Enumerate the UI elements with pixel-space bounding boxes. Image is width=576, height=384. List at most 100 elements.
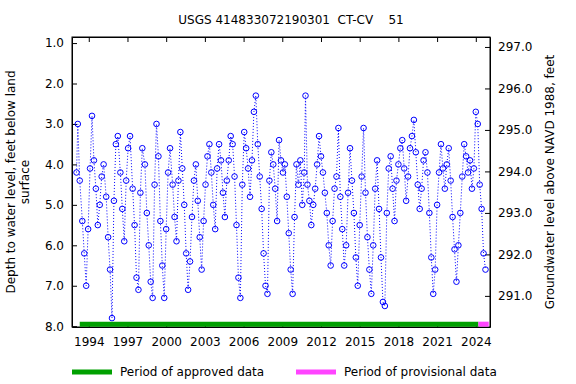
- data-point: [224, 178, 230, 184]
- data-point: [357, 222, 363, 228]
- data-point: [243, 145, 249, 151]
- tick: 297.0: [485, 40, 532, 54]
- data-point: [239, 182, 245, 188]
- legend-label: Period of provisional data: [344, 365, 497, 379]
- tick-label: 3.0: [45, 117, 64, 131]
- data-point: [382, 303, 388, 309]
- tick: [476, 37, 477, 42]
- data-point: [249, 158, 255, 164]
- tick-mark: [398, 37, 399, 42]
- axis-line: [72, 38, 73, 328]
- data-point: [312, 186, 318, 192]
- data-point: [467, 158, 473, 164]
- data-point: [222, 214, 228, 220]
- data-point: [251, 109, 257, 115]
- data-point: [115, 133, 121, 139]
- axis-line: [73, 327, 491, 328]
- data-point: [473, 109, 479, 115]
- data-point: [367, 267, 373, 273]
- data-point: [322, 190, 328, 196]
- data-point: [274, 218, 280, 224]
- tick: [437, 37, 438, 42]
- data-point: [301, 170, 307, 176]
- data-point: [461, 141, 467, 147]
- tick: 7.0: [45, 279, 77, 293]
- data-point: [394, 178, 400, 184]
- tick-mark: [485, 213, 490, 214]
- data-point: [267, 178, 273, 184]
- tick-mark: [72, 326, 77, 327]
- tick: 3.0: [45, 117, 77, 131]
- tick-mark: [72, 286, 77, 287]
- data-point: [446, 145, 452, 151]
- data-point: [193, 162, 199, 168]
- tick: 293.0: [485, 206, 532, 220]
- data-point: [93, 186, 99, 192]
- data-point: [345, 190, 351, 196]
- axis-line: [73, 37, 491, 38]
- data-point: [353, 255, 359, 261]
- data-point: [236, 275, 242, 281]
- data-point: [95, 222, 101, 228]
- data-point: [355, 283, 361, 289]
- tick-label: 2009: [268, 335, 299, 349]
- legend-item: Period of provisional data: [296, 365, 497, 379]
- data-point: [310, 202, 316, 208]
- data-point: [270, 162, 276, 168]
- data-point: [111, 198, 117, 204]
- data-point: [212, 226, 218, 232]
- tick-mark: [72, 84, 77, 85]
- data-point: [269, 149, 275, 155]
- data-point: [427, 210, 433, 216]
- data-point: [132, 222, 138, 228]
- data-point: [75, 121, 81, 127]
- tick: [205, 37, 206, 42]
- tick: [282, 37, 283, 42]
- legend-swatch: [296, 370, 336, 375]
- tick: [166, 37, 167, 42]
- data-point: [172, 214, 178, 220]
- data-point: [326, 242, 332, 248]
- data-point: [284, 194, 290, 200]
- data-point: [399, 137, 405, 143]
- data-point: [87, 166, 93, 172]
- data-point: [405, 174, 411, 180]
- data-point: [347, 145, 353, 151]
- data-point: [195, 198, 201, 204]
- data-point: [475, 121, 481, 127]
- data-point: [232, 174, 238, 180]
- tick-label: 6.0: [45, 239, 64, 253]
- data-point: [330, 218, 336, 224]
- data-point: [146, 242, 152, 248]
- period-bar: [80, 322, 479, 327]
- data-point: [390, 186, 396, 192]
- data-point: [359, 174, 365, 180]
- data-point: [167, 145, 173, 151]
- data-point: [481, 251, 487, 257]
- tick: [321, 37, 322, 42]
- data-point: [180, 166, 186, 172]
- data-point: [336, 125, 342, 131]
- data-point: [156, 154, 162, 160]
- plot-area: [74, 93, 489, 324]
- data-point: [296, 182, 302, 188]
- tick: 6.0: [45, 239, 77, 253]
- chart: 1994199720002003200620092012201520182021…: [0, 0, 576, 384]
- data-point: [187, 259, 193, 265]
- data-point: [305, 182, 311, 188]
- data-point: [253, 93, 259, 99]
- data-point: [299, 202, 305, 208]
- tick-label: 291.0: [498, 289, 532, 303]
- data-point: [176, 178, 182, 184]
- data-point: [471, 166, 477, 172]
- data-point: [444, 162, 450, 168]
- data-point: [477, 182, 483, 188]
- series-line: [77, 96, 486, 318]
- data-point: [369, 291, 375, 297]
- tick-label: 2000: [151, 335, 182, 349]
- data-point: [316, 133, 322, 139]
- tick-label: 292.0: [498, 248, 532, 262]
- data-point: [138, 190, 144, 196]
- data-point: [450, 214, 456, 220]
- x-axis-top: [73, 37, 491, 42]
